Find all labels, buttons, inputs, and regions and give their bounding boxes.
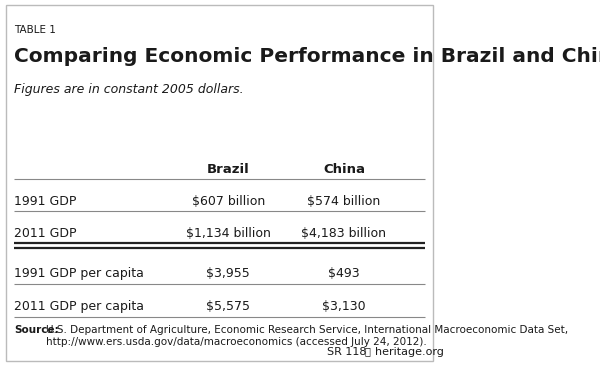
Text: 1991 GDP: 1991 GDP xyxy=(14,195,77,208)
Text: heritage.org: heritage.org xyxy=(374,347,443,356)
Text: $493: $493 xyxy=(328,267,360,280)
Text: China: China xyxy=(323,163,365,176)
Text: $574 billion: $574 billion xyxy=(307,195,380,208)
Text: 2011 GDP: 2011 GDP xyxy=(14,227,77,240)
Text: Figures are in constant 2005 dollars.: Figures are in constant 2005 dollars. xyxy=(14,83,244,96)
Text: 2011 GDP per capita: 2011 GDP per capita xyxy=(14,300,145,313)
Text: 1991 GDP per capita: 1991 GDP per capita xyxy=(14,267,145,280)
Text: ⛳: ⛳ xyxy=(364,347,370,356)
Text: $1,134 billion: $1,134 billion xyxy=(186,227,271,240)
Text: $3,955: $3,955 xyxy=(206,267,250,280)
Text: U.S. Department of Agriculture, Economic Research Service, International Macroec: U.S. Department of Agriculture, Economic… xyxy=(46,325,568,347)
Text: Source:: Source: xyxy=(14,325,59,335)
Text: $607 billion: $607 billion xyxy=(191,195,265,208)
Text: Brazil: Brazil xyxy=(207,163,250,176)
Text: $5,575: $5,575 xyxy=(206,300,250,313)
Text: SR 118: SR 118 xyxy=(326,347,366,356)
Text: $4,183 billion: $4,183 billion xyxy=(301,227,386,240)
Text: Comparing Economic Performance in Brazil and China: Comparing Economic Performance in Brazil… xyxy=(14,47,600,66)
Text: $3,130: $3,130 xyxy=(322,300,366,313)
Text: TABLE 1: TABLE 1 xyxy=(14,25,56,35)
